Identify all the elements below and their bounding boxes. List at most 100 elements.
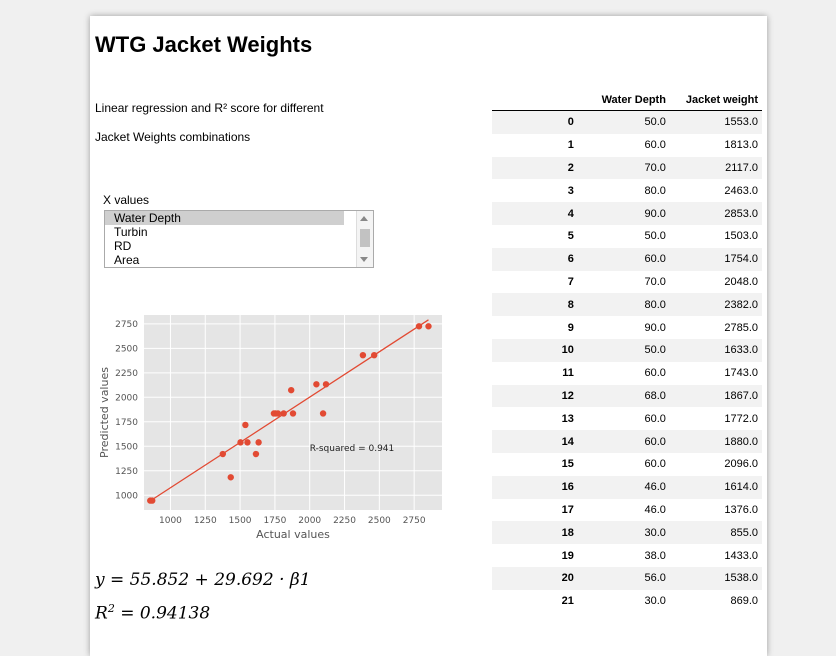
x-axis-label: Actual values bbox=[256, 528, 330, 541]
data-point bbox=[252, 450, 260, 458]
listbox-scrollbar[interactable] bbox=[356, 211, 373, 267]
row-index: 13 bbox=[561, 412, 574, 425]
row-index: 14 bbox=[492, 430, 578, 453]
data-point bbox=[289, 410, 297, 417]
index-header bbox=[492, 92, 578, 111]
table-row: 2 70.0 2117.0 bbox=[492, 156, 762, 180]
data-point bbox=[370, 351, 378, 359]
table-row: 20 56.0 1538.0 bbox=[492, 566, 762, 590]
y-tick-label: 2000 bbox=[115, 393, 138, 403]
water-depth-cell: 50.0 bbox=[577, 110, 670, 134]
row-index: 4 bbox=[492, 202, 578, 225]
data-point bbox=[255, 439, 262, 446]
column-header-jacket-weight: Jacket weight bbox=[669, 92, 762, 111]
x-tick-label: 2000 bbox=[298, 516, 321, 526]
jacket-weight-cell: 1754.0 bbox=[669, 247, 762, 271]
table-row: 19 38.0 1433.0 bbox=[492, 544, 762, 567]
description-line-1: Linear regression and R² score for diffe… bbox=[95, 101, 324, 115]
water-depth-cell: 38.0 bbox=[644, 549, 666, 562]
jacket-weight-cell: 1376.0 bbox=[724, 503, 758, 516]
water-depth-cell: 60.0 bbox=[644, 367, 666, 380]
x-tick-label: 1000 bbox=[159, 516, 182, 526]
x-tick-label: 1750 bbox=[263, 516, 286, 526]
scroll-up-arrow-icon[interactable] bbox=[360, 216, 368, 221]
table-row: 16 46.0 1614.0 bbox=[492, 475, 762, 499]
table-header-row: Water Depth Jacket weight bbox=[492, 92, 762, 111]
data-point bbox=[287, 386, 295, 394]
table-row: 12 68.0 1867.0 bbox=[492, 384, 762, 408]
data-point bbox=[319, 410, 327, 417]
table-row: 3 80.0 2463.0 bbox=[492, 179, 762, 202]
row-index: 0 bbox=[492, 110, 578, 134]
row-index: 18 bbox=[492, 521, 578, 545]
option-water-depth[interactable]: Water Depth bbox=[105, 211, 344, 225]
jacket-weight-cell: 2096.0 bbox=[724, 458, 758, 471]
data-point bbox=[227, 474, 234, 481]
data-point bbox=[415, 323, 423, 330]
row-index: 8 bbox=[492, 293, 578, 317]
x-tick-label: 2250 bbox=[333, 516, 356, 526]
row-index: 15 bbox=[561, 458, 574, 471]
jacket-weight-cell: 2463.0 bbox=[724, 184, 758, 197]
x-tick-label: 2500 bbox=[368, 516, 391, 526]
y-tick-label: 2500 bbox=[115, 344, 138, 354]
row-index: 16 bbox=[492, 475, 578, 499]
table-row: 21 30.0 869.0 bbox=[492, 590, 762, 613]
water-depth-cell: 60.0 bbox=[577, 247, 670, 271]
option-rd[interactable]: RD bbox=[114, 239, 132, 253]
table-row: 1 60.0 1813.0 bbox=[492, 134, 762, 157]
y-tick-label: 1500 bbox=[115, 442, 138, 452]
y-tick-label: 1250 bbox=[115, 467, 138, 477]
table-row: 14 60.0 1880.0 bbox=[492, 430, 762, 453]
plot-ticks: 1000 1250 1500 1750 2000 2250 2500 2750 1000 1250… bbox=[115, 320, 426, 526]
row-index: 6 bbox=[492, 247, 578, 271]
jacket-weight-cell: 1867.0 bbox=[669, 384, 762, 408]
data-point bbox=[219, 450, 227, 458]
table-row: 9 90.0 2785.0 bbox=[492, 316, 762, 339]
x-values-select[interactable]: Water Depth Turbin RD Area bbox=[104, 210, 374, 268]
table-row: 8 80.0 2382.0 bbox=[492, 293, 762, 317]
jacket-weight-cell: 2048.0 bbox=[724, 275, 758, 288]
water-depth-cell: 68.0 bbox=[577, 384, 670, 408]
data-point bbox=[322, 381, 330, 388]
plot-grid bbox=[144, 315, 442, 510]
r2-exponent: 2 bbox=[107, 602, 115, 615]
water-depth-cell: 46.0 bbox=[577, 475, 670, 499]
water-depth-cell: 30.0 bbox=[644, 595, 666, 608]
table-row: 13 60.0 1772.0 bbox=[492, 407, 762, 430]
regression-line bbox=[149, 319, 429, 502]
data-point bbox=[237, 439, 244, 446]
row-index: 2 bbox=[492, 156, 578, 180]
water-depth-cell: 56.0 bbox=[577, 566, 670, 590]
r-squared-equation: R2 = 0.94138 bbox=[95, 602, 210, 624]
table-row: 18 30.0 855.0 bbox=[492, 521, 762, 545]
option-area[interactable]: Area bbox=[114, 253, 140, 267]
water-depth-cell: 90.0 bbox=[577, 202, 670, 225]
table-row: 0 50.0 1553.0 bbox=[492, 110, 762, 134]
plot-marks bbox=[147, 319, 432, 504]
data-point bbox=[425, 323, 432, 330]
water-depth-cell: 30.0 bbox=[577, 521, 670, 545]
water-depth-cell: 60.0 bbox=[577, 430, 670, 453]
y-tick-label: 1000 bbox=[115, 491, 138, 501]
jacket-weight-cell: 1503.0 bbox=[724, 230, 758, 243]
regression-equation: y = 55.852 + 29.692 · β1 bbox=[95, 570, 311, 590]
description-line-2: Jacket Weights combinations bbox=[95, 130, 251, 144]
option-turbin[interactable]: Turbin bbox=[114, 225, 148, 239]
water-depth-cell: 60.0 bbox=[644, 139, 666, 152]
jacket-weight-cell: 1433.0 bbox=[724, 549, 758, 562]
table-row: 6 60.0 1754.0 bbox=[492, 247, 762, 271]
column-header-water-depth: Water Depth bbox=[577, 92, 670, 111]
y-tick-label: 2750 bbox=[115, 320, 138, 330]
row-index: 3 bbox=[567, 184, 574, 197]
water-depth-cell: 50.0 bbox=[577, 338, 670, 362]
water-depth-cell: 70.0 bbox=[577, 156, 670, 180]
table-row: 15 60.0 2096.0 bbox=[492, 453, 762, 476]
scroll-thumb[interactable] bbox=[360, 229, 370, 247]
water-depth-cell: 70.0 bbox=[644, 275, 666, 288]
jacket-weight-cell: 1772.0 bbox=[724, 412, 758, 425]
table-row: 7 70.0 2048.0 bbox=[492, 271, 762, 294]
row-index: 7 bbox=[567, 275, 574, 288]
scroll-down-arrow-icon[interactable] bbox=[360, 257, 368, 262]
row-index: 19 bbox=[561, 549, 574, 562]
